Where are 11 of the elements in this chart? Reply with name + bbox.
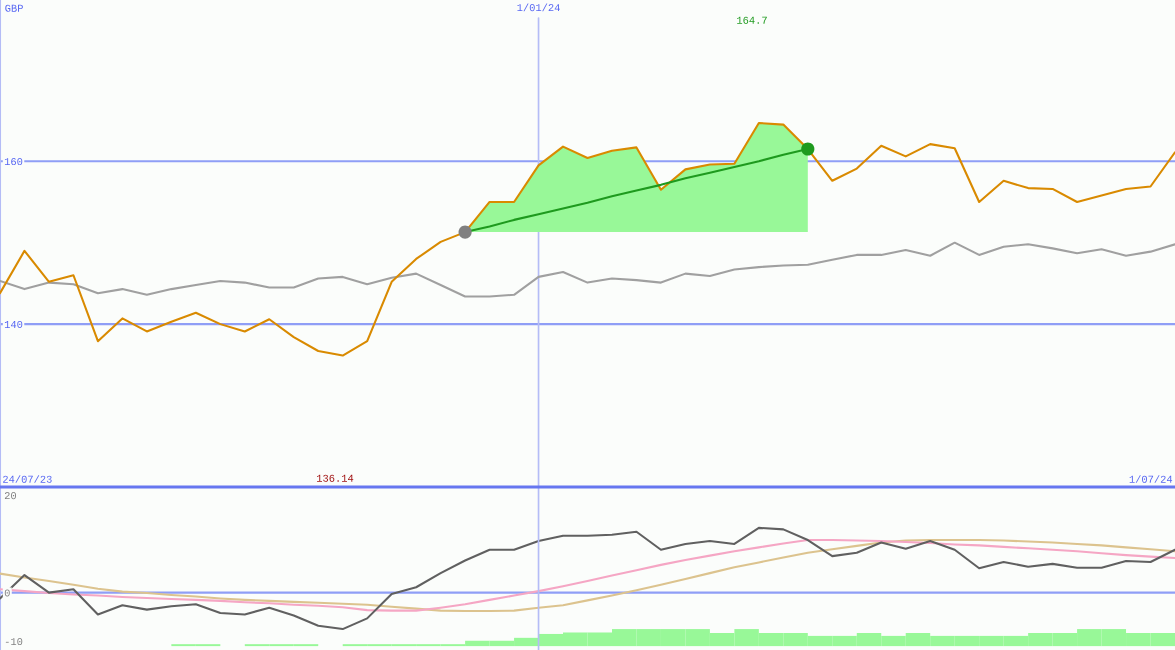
y-tick-label: 140 bbox=[4, 320, 23, 328]
annotation: 164.7 bbox=[737, 16, 767, 24]
annotation: 136.14 bbox=[317, 474, 354, 482]
y-axis-title: GBP bbox=[5, 4, 23, 12]
y-tick-label: 20 bbox=[4, 492, 17, 500]
annotation: 24/07/23 bbox=[3, 475, 52, 483]
y-tick-label: 0 bbox=[4, 589, 10, 597]
y-tick-label: 160 bbox=[4, 158, 23, 166]
annotation: 1/07/24 bbox=[1129, 475, 1173, 483]
y-tick-label: -10 bbox=[5, 638, 23, 646]
x-tick-label: 1/01/24 bbox=[517, 3, 560, 12]
